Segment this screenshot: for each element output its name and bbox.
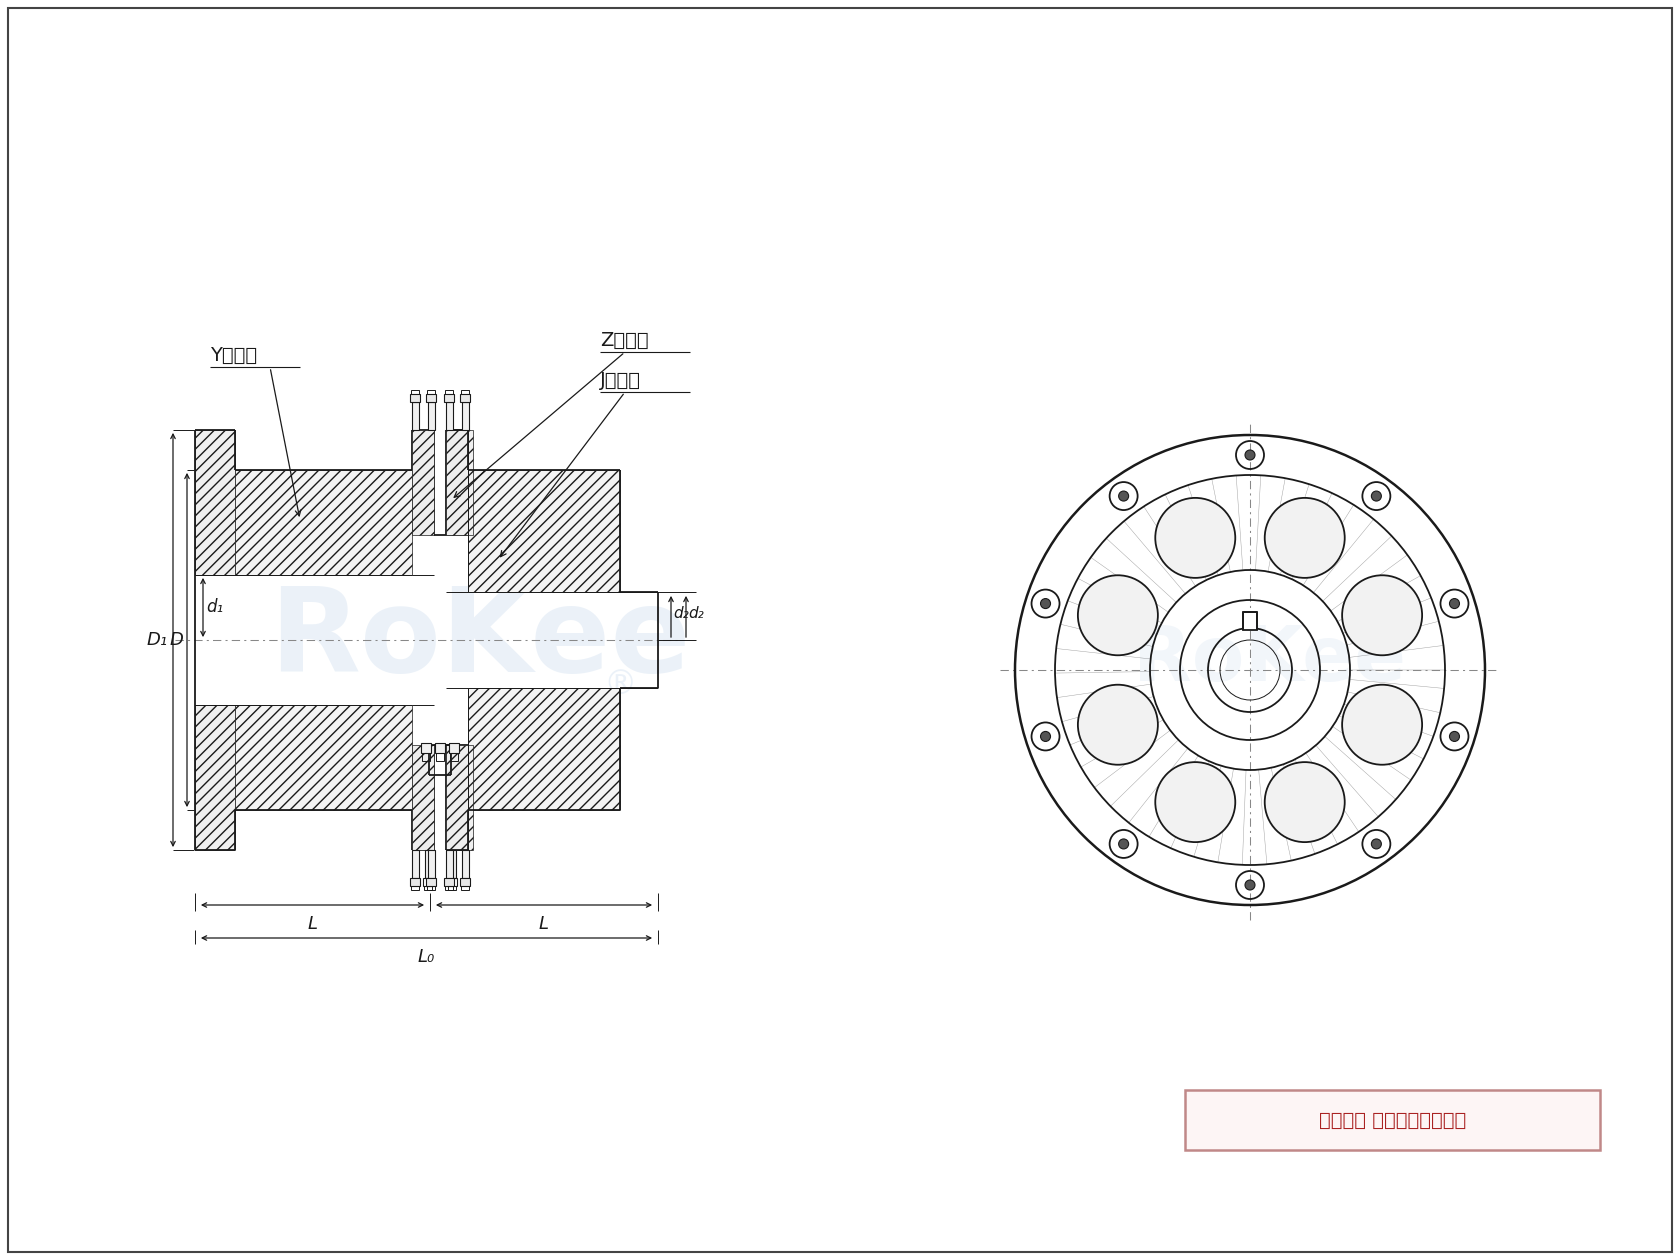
Bar: [410, 878, 420, 886]
Circle shape: [1450, 732, 1460, 741]
Bar: [427, 391, 435, 394]
Circle shape: [1079, 576, 1158, 655]
Bar: [235, 470, 412, 575]
Bar: [462, 402, 469, 430]
Text: D: D: [170, 631, 183, 649]
Circle shape: [1342, 684, 1421, 765]
Bar: [469, 470, 620, 592]
Bar: [427, 402, 435, 430]
Bar: [469, 430, 474, 536]
Bar: [425, 850, 432, 878]
Bar: [412, 391, 418, 394]
Bar: [427, 886, 435, 890]
Circle shape: [1156, 762, 1235, 842]
Bar: [423, 878, 433, 886]
Text: J型轴孔: J型轴孔: [600, 370, 642, 391]
Bar: [195, 706, 235, 850]
Bar: [444, 878, 454, 886]
Circle shape: [1265, 762, 1344, 842]
Bar: [460, 391, 469, 394]
Bar: [435, 743, 445, 753]
Text: L₀: L₀: [418, 948, 435, 966]
Bar: [469, 745, 474, 850]
Circle shape: [1245, 450, 1255, 460]
Text: L: L: [307, 915, 318, 932]
Bar: [437, 753, 444, 761]
Bar: [445, 886, 454, 890]
Circle shape: [1040, 598, 1050, 609]
Bar: [450, 753, 459, 761]
Bar: [412, 886, 418, 890]
Text: RoKee: RoKee: [269, 582, 690, 698]
Circle shape: [1342, 576, 1421, 655]
Text: 版权所有 侵权必被严厉追究: 版权所有 侵权必被严厉追究: [1319, 1110, 1467, 1129]
Bar: [445, 391, 454, 394]
Bar: [469, 688, 620, 810]
Bar: [1243, 612, 1257, 630]
Circle shape: [1371, 839, 1381, 849]
Bar: [449, 886, 455, 890]
Circle shape: [1265, 498, 1344, 578]
Circle shape: [1450, 598, 1460, 609]
Text: Y型轴孔: Y型轴孔: [210, 346, 257, 365]
Circle shape: [1119, 491, 1129, 501]
Bar: [412, 402, 418, 430]
Bar: [460, 394, 470, 402]
Bar: [444, 394, 454, 402]
Bar: [445, 402, 452, 430]
Text: d₂: d₂: [689, 606, 704, 621]
Bar: [235, 706, 412, 810]
Bar: [445, 745, 469, 850]
Bar: [449, 743, 459, 753]
Text: ®: ®: [603, 669, 637, 702]
Circle shape: [1371, 491, 1381, 501]
Bar: [449, 850, 455, 878]
Text: Z型轴孔: Z型轴孔: [600, 331, 648, 350]
Bar: [427, 394, 437, 402]
Bar: [423, 886, 432, 890]
Bar: [460, 878, 470, 886]
Bar: [462, 850, 469, 878]
Bar: [445, 850, 452, 878]
Bar: [412, 430, 433, 536]
Bar: [422, 743, 432, 753]
Bar: [427, 850, 435, 878]
Bar: [445, 430, 469, 536]
Bar: [460, 886, 469, 890]
Circle shape: [1079, 684, 1158, 765]
Text: d₂: d₂: [674, 606, 689, 621]
Text: RoKee: RoKee: [1134, 622, 1406, 697]
Bar: [447, 878, 457, 886]
Text: d₁: d₁: [207, 598, 223, 616]
Bar: [412, 850, 418, 878]
Circle shape: [1119, 839, 1129, 849]
Bar: [422, 753, 430, 761]
Circle shape: [1040, 732, 1050, 741]
Text: D₁: D₁: [146, 631, 168, 649]
Bar: [1184, 1090, 1599, 1150]
Bar: [195, 430, 235, 575]
Circle shape: [1156, 498, 1235, 578]
Bar: [410, 394, 420, 402]
Bar: [412, 745, 433, 850]
Text: L: L: [539, 915, 549, 932]
Bar: [427, 878, 437, 886]
Circle shape: [1245, 879, 1255, 890]
